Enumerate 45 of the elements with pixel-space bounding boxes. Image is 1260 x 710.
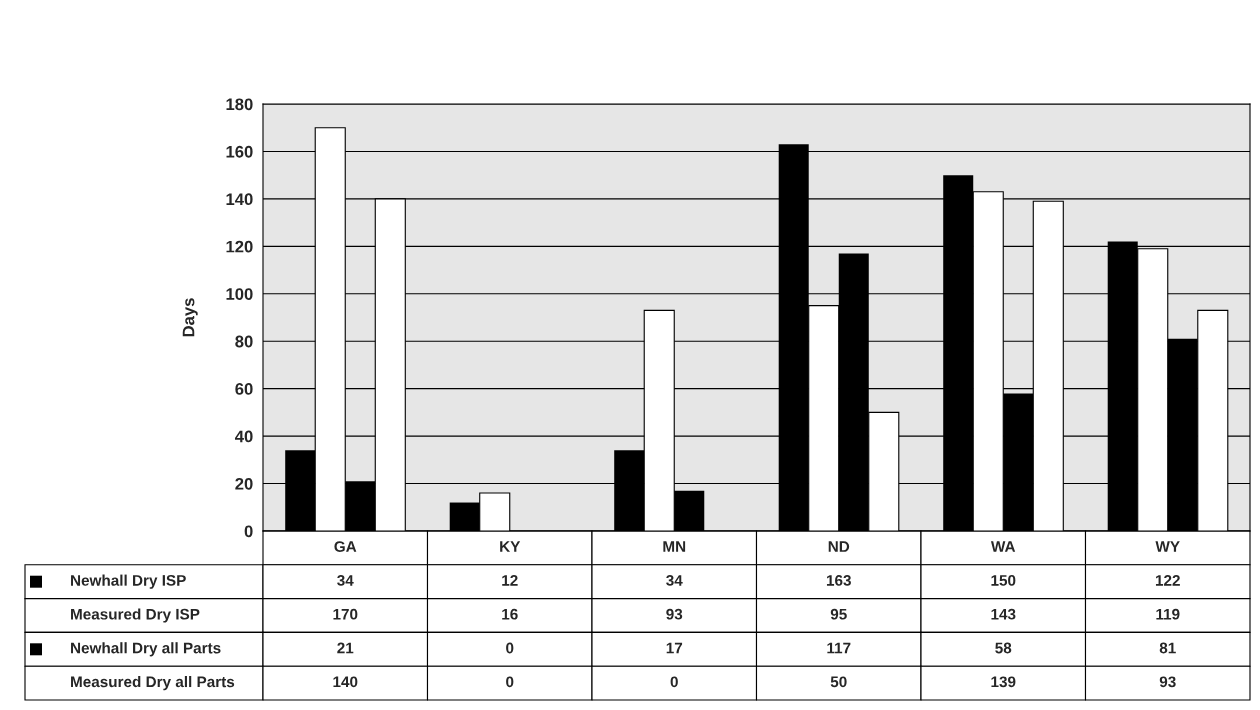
data-label: 150	[991, 574, 1016, 586]
data-label: 58	[995, 642, 1012, 654]
y-tick-label: 120	[226, 240, 253, 253]
data-label: 93	[666, 608, 683, 620]
data-label: 81	[1159, 642, 1176, 654]
y-tick-label: 0	[244, 525, 253, 538]
data-label: 0	[506, 676, 514, 688]
data-label: 117	[827, 642, 851, 654]
x-tick-label: GA	[334, 541, 357, 552]
data-label: 143	[991, 608, 1016, 620]
y-axis-title: Days	[182, 298, 198, 337]
data-label: 140	[333, 676, 358, 688]
y-tick-label: 20	[235, 477, 253, 490]
data-label: 93	[1159, 676, 1176, 688]
y-tick-label: 160	[226, 145, 253, 158]
text: Measured Dry ISP	[71, 608, 200, 623]
x-tick-label: MN	[663, 541, 686, 552]
text: Measured Dry all Parts	[71, 675, 235, 691]
x-tick-label: KY	[500, 541, 521, 552]
data-label: 21	[337, 642, 354, 654]
data-label: 34	[666, 574, 683, 586]
y-tick-label: 80	[235, 335, 253, 348]
x-tick-label: WA	[990, 541, 1016, 552]
y-tick-label: 40	[234, 430, 253, 443]
data-label: 0	[670, 676, 678, 688]
x-tick-label: WY	[1155, 541, 1180, 552]
y-tick-label: 60	[235, 383, 253, 395]
y-tick-label: 140	[226, 193, 253, 206]
data-label: 12	[502, 574, 518, 586]
data-label: 50	[830, 676, 847, 688]
data-label: 34	[337, 574, 354, 586]
data-label: 16	[502, 608, 518, 620]
y-tick-label: 180	[226, 98, 253, 111]
data-label: 95	[830, 608, 847, 620]
data-label: 0	[506, 642, 514, 654]
data-label: 122	[1155, 574, 1180, 586]
data-label: 119	[1156, 608, 1180, 620]
data-label: 170	[333, 608, 358, 620]
data-label: 17	[666, 642, 683, 654]
legend-label: Newhall Dry ISP	[71, 574, 186, 589]
y-tick-label: 100	[226, 288, 253, 300]
data-label: 163	[826, 574, 851, 586]
x-tick-label: ND	[828, 541, 850, 552]
legend-label: Newhall Dry all Parts	[71, 642, 221, 657]
data-label: 139	[991, 676, 1016, 688]
